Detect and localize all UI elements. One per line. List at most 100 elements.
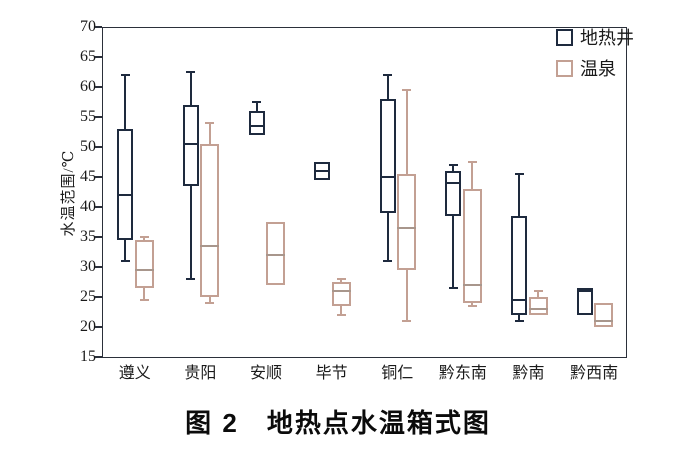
whisker-cap-well-6 (514, 320, 524, 322)
x-category-label: 毕节 (315, 365, 348, 382)
box-well-1 (182, 105, 199, 186)
plot-area (102, 27, 627, 358)
median-line-well-1 (182, 143, 199, 145)
whisker-cap-spring-3 (336, 278, 346, 280)
whisker-cap-well-1 (186, 278, 196, 280)
whisker-upper-well-2 (255, 102, 258, 111)
y-tick-mark (95, 356, 102, 358)
whisker-cap-spring-1 (205, 122, 215, 124)
whisker-lower-spring-0 (143, 288, 146, 300)
y-tick-mark (95, 146, 102, 148)
y-tick-label: 65 (80, 48, 96, 65)
median-line-well-2 (248, 125, 265, 127)
median-line-spring-4 (397, 227, 417, 229)
median-line-well-3 (314, 170, 331, 172)
y-tick-label: 15 (80, 348, 96, 365)
legend-item-spring: 温泉 (556, 58, 666, 79)
whisker-cap-spring-5 (467, 161, 477, 163)
whisker-upper-spring-0 (143, 237, 146, 240)
x-category-label: 黔东南 (438, 365, 487, 382)
whisker-cap-spring-3 (336, 314, 346, 316)
whisker-upper-spring-1 (208, 123, 211, 144)
y-tick-label: 50 (80, 138, 96, 155)
whisker-cap-well-4 (383, 74, 393, 76)
whisker-cap-well-5 (448, 287, 458, 289)
figure-caption: 图 2 地热点水温箱式图 (185, 408, 491, 438)
whisker-lower-well-6 (518, 315, 521, 321)
whisker-upper-spring-4 (405, 90, 408, 174)
whisker-upper-spring-5 (471, 162, 474, 189)
median-line-well-6 (511, 299, 528, 301)
whisker-cap-spring-1 (205, 302, 215, 304)
y-tick-label: 40 (80, 198, 96, 215)
whisker-lower-spring-4 (405, 270, 408, 321)
legend-swatch-well-icon (556, 28, 573, 46)
whisker-cap-spring-5 (467, 305, 477, 307)
whisker-cap-spring-4 (402, 89, 412, 91)
whisker-upper-spring-3 (340, 279, 343, 282)
box-spring-0 (134, 240, 154, 288)
median-line-well-4 (379, 176, 396, 178)
median-line-spring-2 (266, 254, 286, 256)
median-line-spring-5 (462, 284, 482, 286)
median-line-spring-0 (134, 269, 154, 271)
median-line-spring-3 (331, 290, 351, 292)
x-category-label: 遵义 (118, 365, 151, 382)
whisker-cap-spring-0 (139, 299, 149, 301)
box-spring-6 (528, 297, 548, 315)
y-tick-mark (95, 266, 102, 268)
y-tick-mark (95, 86, 102, 88)
whisker-lower-spring-5 (471, 303, 474, 306)
y-tick-mark (95, 326, 102, 328)
median-line-spring-1 (200, 245, 220, 247)
y-tick-label: 25 (80, 288, 96, 305)
y-tick-mark (95, 236, 102, 238)
y-tick-label: 45 (80, 168, 96, 185)
legend-label-well: 地热井 (580, 28, 634, 48)
x-category-label: 贵阳 (184, 365, 217, 382)
median-line-well-5 (445, 182, 462, 184)
y-tick-mark (95, 206, 102, 208)
whisker-cap-spring-4 (402, 320, 412, 322)
x-category-label: 安顺 (250, 365, 283, 382)
box-well-7 (576, 288, 593, 315)
whisker-upper-spring-6 (537, 291, 540, 297)
whisker-cap-well-2 (252, 101, 262, 103)
y-tick-mark (95, 116, 102, 118)
y-tick-label: 30 (80, 258, 96, 275)
x-category-label: 铜仁 (381, 365, 414, 382)
whisker-cap-spring-0 (139, 236, 149, 238)
box-spring-5 (462, 189, 482, 303)
whisker-cap-well-0 (120, 74, 130, 76)
legend-label-spring: 温泉 (580, 59, 616, 79)
y-tick-mark (95, 56, 102, 58)
y-tick-label: 70 (80, 18, 96, 35)
whisker-cap-well-5 (448, 164, 458, 166)
y-tick-label: 55 (80, 108, 96, 125)
whisker-cap-well-6 (514, 173, 524, 175)
legend: 地热井 温泉 (556, 27, 666, 89)
box-well-2 (248, 111, 265, 135)
whisker-upper-well-6 (518, 174, 521, 216)
whisker-upper-well-5 (452, 165, 455, 171)
y-tick-label: 20 (80, 318, 96, 335)
median-line-spring-6 (528, 308, 548, 310)
y-tick-label: 60 (80, 78, 96, 95)
box-well-4 (379, 99, 396, 213)
whisker-upper-well-1 (189, 72, 192, 105)
whisker-lower-spring-3 (340, 306, 343, 315)
y-tick-mark (95, 176, 102, 178)
whisker-lower-well-0 (124, 240, 127, 261)
box-spring-1 (200, 144, 220, 297)
median-line-well-0 (117, 194, 134, 196)
box-well-0 (117, 129, 134, 240)
y-tick-mark (95, 26, 102, 28)
whisker-cap-well-4 (383, 260, 393, 262)
whisker-cap-well-1 (186, 71, 196, 73)
box-spring-4 (397, 174, 417, 270)
whisker-cap-spring-6 (533, 290, 543, 292)
whisker-upper-well-0 (124, 75, 127, 129)
box-spring-2 (266, 222, 286, 285)
median-line-well-7 (576, 290, 593, 292)
